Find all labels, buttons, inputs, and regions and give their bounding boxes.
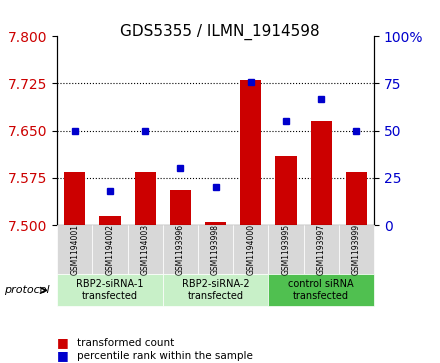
Text: GSM1193997: GSM1193997 (317, 224, 326, 275)
Text: GSM1193995: GSM1193995 (282, 224, 290, 275)
Bar (135, 172, 156, 225)
Text: GDS5355 / ILMN_1914598: GDS5355 / ILMN_1914598 (120, 24, 320, 40)
Text: GSM1193998: GSM1193998 (211, 224, 220, 275)
Text: GSM1193996: GSM1193996 (176, 224, 185, 275)
Bar (346, 172, 367, 225)
Bar (240, 80, 261, 225)
Text: GSM1194000: GSM1194000 (246, 224, 255, 275)
Bar (99, 216, 121, 225)
Text: ■: ■ (57, 349, 69, 362)
Text: GSM1194002: GSM1194002 (106, 224, 114, 275)
Bar (311, 121, 332, 225)
Text: transformed count: transformed count (77, 338, 174, 348)
Bar (205, 222, 226, 225)
Text: GSM1193999: GSM1193999 (352, 224, 361, 275)
Text: protocol: protocol (4, 285, 50, 295)
Text: GSM1194001: GSM1194001 (70, 224, 79, 275)
Text: ■: ■ (57, 337, 69, 350)
Text: percentile rank within the sample: percentile rank within the sample (77, 351, 253, 361)
Text: RBP2-siRNA-2
transfected: RBP2-siRNA-2 transfected (182, 279, 249, 301)
Bar (170, 191, 191, 225)
Text: GSM1194003: GSM1194003 (141, 224, 150, 275)
Bar (275, 156, 297, 225)
Text: control siRNA
transfected: control siRNA transfected (288, 279, 354, 301)
Bar (64, 172, 85, 225)
Text: RBP2-siRNA-1
transfected: RBP2-siRNA-1 transfected (76, 279, 144, 301)
